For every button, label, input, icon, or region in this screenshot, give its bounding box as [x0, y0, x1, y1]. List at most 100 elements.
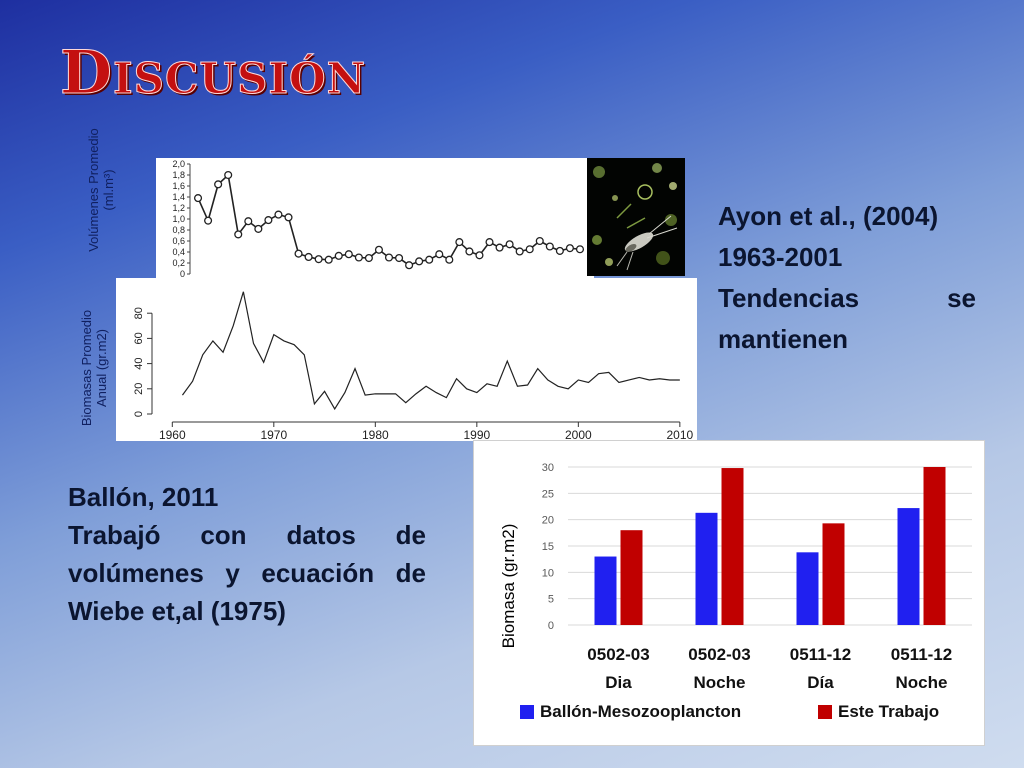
data-point [515, 247, 524, 256]
biomass-series-line [181, 291, 680, 411]
bar-ballon [796, 552, 819, 625]
ayon-word-se: se [947, 283, 976, 313]
ballon-word: con [200, 520, 247, 550]
bar-este-trabajo [822, 523, 845, 625]
data-point [415, 257, 424, 266]
data-point [274, 210, 283, 219]
bar-este-trabajo [721, 468, 744, 625]
data-point [254, 224, 263, 233]
legend-swatch [818, 705, 832, 719]
ballon-word: y [225, 558, 240, 588]
data-point [374, 245, 384, 254]
zooplankton-photo [587, 158, 685, 276]
bar-ballon [695, 512, 718, 625]
ballon-word: volúmenes [68, 558, 204, 588]
legend-label: Este Trabajo [838, 702, 939, 721]
ballon-word: de [395, 520, 426, 550]
biomass-ylabel-line-1: Biomasas Promedio [79, 309, 94, 427]
biomass-line-chart-panel: 0 20 40 60 80 1960 1970 1980 1990 2000 2010 [116, 278, 697, 442]
data-point [405, 261, 414, 270]
y-tick-label: 1,0 [172, 214, 185, 224]
bar-ballon [897, 508, 920, 625]
data-point [214, 180, 223, 189]
x-category-label-line-2: Día [807, 673, 834, 692]
data-point [314, 255, 323, 264]
bar-este-trabajo [923, 467, 946, 625]
data-point [575, 245, 585, 254]
y-tick-label: 0 [180, 269, 185, 279]
data-point [234, 230, 243, 239]
y-tick-label: 0 [133, 411, 145, 417]
data-point [455, 238, 464, 247]
y-tick-label: 0 [548, 620, 554, 632]
ayon-years: 1963-2001 [718, 242, 843, 272]
ballon-word: ecuación [261, 558, 375, 588]
x-tick-label: 1960 [159, 428, 186, 441]
y-tick-label: 20 [133, 383, 145, 395]
x-tick-label: 1990 [463, 428, 490, 441]
data-point [465, 247, 474, 256]
data-point [334, 251, 343, 260]
legend-label: Ballón-Mesozooplancton [540, 702, 741, 721]
data-point [495, 243, 504, 252]
data-point [545, 242, 554, 251]
biomass-line-chart: 0 20 40 60 80 1960 1970 1980 1990 2000 2010 [133, 291, 694, 442]
bar-este-trabajo [620, 530, 643, 625]
data-point [364, 254, 373, 263]
y-tick-label: 0,2 [172, 258, 185, 268]
biomass-chart-ylabel: Biomasas Promedio Anual (gr.m2) [79, 288, 111, 448]
x-category-label-line-1: 0502-03 [688, 645, 750, 664]
slide-title: Discusión [59, 38, 367, 109]
y-tick-label: 2,0 [172, 159, 185, 169]
data-point [435, 250, 444, 259]
y-tick-label: 1,8 [172, 170, 185, 180]
y-axis-label: Biomasa (gr.m2) [499, 524, 518, 649]
data-point [324, 255, 333, 264]
data-point [224, 170, 233, 180]
bar-chart-panel: 0 5 10 15 20 25 30 Biomasa (gr.m2) 0502-03 Dia 050… [473, 440, 985, 746]
y-tick-label: 1,2 [172, 203, 185, 213]
data-point [555, 246, 564, 255]
x-category-label-line-1: 0511-12 [790, 645, 851, 664]
bar-ballon [594, 556, 617, 625]
ayon-trend-line: Tendencias se [718, 278, 976, 319]
biomass-bar-chart: 0 5 10 15 20 25 30 Biomasa (gr.m2) 0502-03 Dia 050… [499, 462, 972, 721]
y-tick-label: 0,4 [172, 247, 185, 257]
data-point [475, 251, 484, 260]
ayon-text-block: Ayon et al., (2004) 1963-2001 Tendencias… [718, 196, 976, 360]
y-tick-label: 1,4 [172, 192, 185, 202]
ballon-text-block: Ballón, 2011 Trabajó con datos de volúme… [68, 478, 426, 630]
x-tick-label: 1970 [260, 428, 287, 441]
data-point [384, 253, 394, 262]
y-tick-label: 0,6 [172, 236, 185, 246]
y-tick-label: 1,6 [172, 181, 185, 191]
data-point [294, 249, 303, 258]
data-point [354, 253, 363, 262]
data-point [535, 236, 544, 246]
x-tick-label: 1980 [362, 428, 389, 441]
volume-ylabel-line-1: Volúmenes Promedio [86, 128, 101, 252]
data-point [565, 244, 574, 253]
y-tick-label: 0,8 [172, 225, 185, 235]
ballon-line-3: Wiebe et,al (1975) [68, 596, 286, 626]
data-point [204, 216, 213, 225]
data-point [505, 240, 514, 249]
y-tick-label: 30 [542, 462, 554, 474]
y-tick-label: 5 [548, 594, 554, 606]
y-tick-label: 10 [542, 567, 554, 579]
data-point [284, 213, 293, 222]
y-tick-label: 15 [542, 541, 554, 553]
y-tick-label: 25 [542, 488, 554, 500]
x-category-label-line-2: Noche [896, 673, 948, 692]
data-point [244, 217, 253, 226]
volume-line-chart: 00,20,40,60,81,01,21,41,61,82,0 [172, 159, 585, 279]
data-point [445, 255, 454, 264]
ballon-line-1: Trabajó con datos de [68, 516, 426, 554]
y-tick-label: 80 [133, 307, 145, 319]
ballon-word: datos [286, 520, 356, 550]
ayon-reference: Ayon et al., (2004) [718, 201, 939, 231]
data-point [304, 252, 313, 261]
biomass-ylabel-line-2: Anual (gr.m2) [94, 328, 109, 408]
x-tick-label: 2000 [565, 428, 592, 441]
data-point [264, 216, 273, 225]
